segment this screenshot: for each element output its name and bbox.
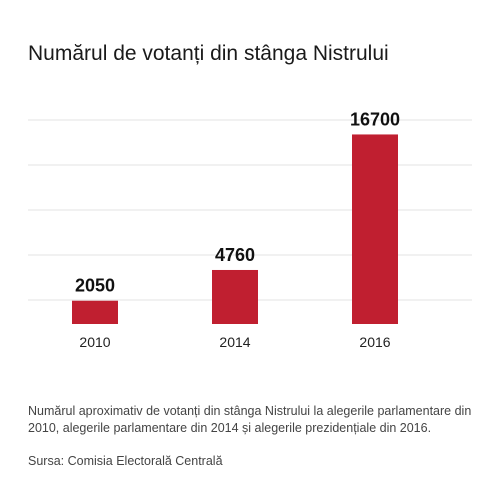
chart-caption: Numărul aproximativ de votanți din stâng… <box>28 404 472 435</box>
bar-2016 <box>352 134 398 324</box>
bar-value-labels: 2050 4760 16700 <box>75 109 400 295</box>
bar-value-label: 16700 <box>350 109 400 129</box>
bar-value-label: 2050 <box>75 276 115 296</box>
bars <box>72 134 398 324</box>
bar-2014 <box>212 269 258 324</box>
bar-value-label: 4760 <box>215 245 255 265</box>
bar-2010 <box>72 300 118 324</box>
chart-title: Numărul de votanți din stânga Nistrului <box>28 42 389 65</box>
x-axis-tick-labels: 2010 2014 2016 <box>79 334 390 350</box>
x-tick-label: 2014 <box>219 334 250 350</box>
x-tick-label: 2016 <box>359 334 390 350</box>
x-tick-label: 2010 <box>79 334 110 350</box>
chart-source: Sursa: Comisia Electorală Centrală <box>28 454 223 468</box>
